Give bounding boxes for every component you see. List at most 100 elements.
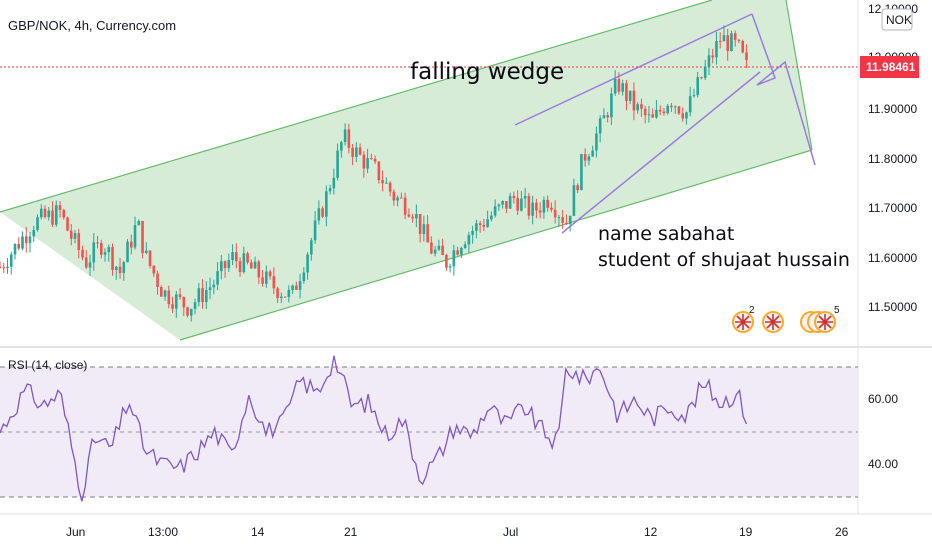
- candle-up: [332, 177, 336, 189]
- channel-end-line: [785, 0, 813, 151]
- candle-down: [167, 290, 171, 305]
- candle-down: [152, 265, 156, 274]
- candle-up: [715, 40, 718, 58]
- candle-up: [220, 261, 223, 272]
- candle-up: [688, 96, 692, 113]
- currency-badge[interactable]: [881, 8, 913, 31]
- candle-down: [478, 223, 482, 225]
- time-label: Jun: [66, 525, 85, 539]
- candle-down: [156, 273, 159, 287]
- candle-down: [77, 233, 81, 250]
- candle-down: [546, 199, 549, 208]
- candle-up: [242, 253, 246, 273]
- channel-upper-line: [0, 0, 713, 213]
- candle-up: [621, 83, 624, 92]
- price-tick: 11.70000: [868, 201, 917, 215]
- rsi-tick: 60.00: [868, 392, 898, 406]
- candle-up: [54, 205, 58, 225]
- candle-up: [587, 156, 591, 161]
- candle-up: [591, 150, 594, 157]
- event-flag-group-2[interactable]: 5: [800, 305, 840, 333]
- student-annotation: student of shujaat hussain: [598, 249, 850, 271]
- time-axis[interactable]: Jun 13:00 14 21 Jul 12 19 26: [0, 513, 932, 539]
- candle-down: [737, 39, 741, 41]
- candle-up: [231, 252, 234, 261]
- candle-down: [576, 185, 579, 191]
- candle-up: [253, 261, 257, 269]
- candle-down: [505, 201, 508, 209]
- price-tick: 11.50000: [868, 300, 917, 314]
- candle-down: [171, 304, 174, 309]
- candle-down: [268, 271, 272, 277]
- candle-up: [580, 153, 583, 191]
- candle-down: [321, 208, 324, 217]
- candle-down: [295, 285, 298, 290]
- price-tick: 11.60000: [868, 251, 917, 265]
- candle-down: [400, 197, 403, 199]
- candle-down: [662, 111, 666, 114]
- candle-down: [186, 307, 189, 316]
- candle-up: [291, 285, 294, 290]
- candle-up: [28, 236, 32, 243]
- candle-down: [681, 113, 684, 119]
- candle-down: [606, 115, 609, 118]
- uk-flag-cross-icon: [765, 314, 781, 330]
- candle-down: [381, 180, 384, 184]
- candle-down: [84, 257, 88, 268]
- candle-down: [351, 147, 354, 157]
- candle-down: [69, 230, 73, 239]
- projection-path: [751, 13, 816, 166]
- candle-down: [411, 216, 414, 219]
- candle-up: [137, 221, 141, 226]
- time-label: Jul: [503, 525, 518, 539]
- event-flag-group-1[interactable]: 2: [732, 305, 784, 333]
- rsi-title[interactable]: RSI (14, close): [8, 358, 87, 372]
- candle-down: [66, 217, 69, 231]
- candle-up: [88, 262, 92, 268]
- candle-up: [163, 290, 167, 297]
- candle-down: [257, 261, 261, 278]
- candle-down: [711, 55, 715, 58]
- candle-down: [62, 210, 66, 218]
- candle-up: [9, 254, 13, 267]
- candle-down: [362, 154, 366, 169]
- time-label: 26: [835, 525, 849, 539]
- candle-up: [355, 147, 358, 157]
- candle-down: [261, 277, 264, 284]
- candle-down: [43, 208, 47, 218]
- price-axis[interactable]: 12.10000 12.00000 11.90000 11.80000 11.7…: [857, 0, 919, 514]
- price-tick: 11.80000: [868, 152, 917, 166]
- candle-up: [39, 208, 43, 218]
- candle-down: [201, 288, 204, 303]
- candle-up: [531, 202, 534, 216]
- candle-up: [32, 229, 36, 237]
- candle-down: [0, 267, 2, 269]
- candle-down: [392, 191, 396, 201]
- candle-down: [643, 108, 647, 116]
- uk-flag-cross-icon: [817, 314, 833, 330]
- candle-down: [403, 197, 407, 215]
- current-price-value: 11.98461: [866, 60, 916, 74]
- candle-up: [568, 215, 572, 225]
- candle-down: [677, 106, 681, 114]
- candle-up: [452, 250, 456, 267]
- candle-up: [703, 66, 707, 79]
- rsi-line: [0, 355, 748, 502]
- pattern-annotation: falling wedge: [410, 59, 564, 85]
- candle-down: [418, 214, 422, 235]
- candle-up: [313, 220, 317, 241]
- time-label: 13:00: [148, 525, 178, 539]
- candle-down: [283, 296, 287, 298]
- candle-down: [182, 297, 186, 308]
- candle-down: [238, 261, 242, 273]
- symbol-title[interactable]: GBP/NOK, 4h, Currency.com: [8, 18, 176, 33]
- candle-down: [527, 195, 531, 216]
- candle-up: [280, 296, 283, 299]
- channel-lower-line: [179, 149, 813, 341]
- candle-up: [92, 242, 96, 263]
- candle-up: [36, 217, 39, 230]
- candle-up: [107, 247, 111, 253]
- candle-down: [535, 202, 538, 211]
- candle-down: [700, 77, 703, 79]
